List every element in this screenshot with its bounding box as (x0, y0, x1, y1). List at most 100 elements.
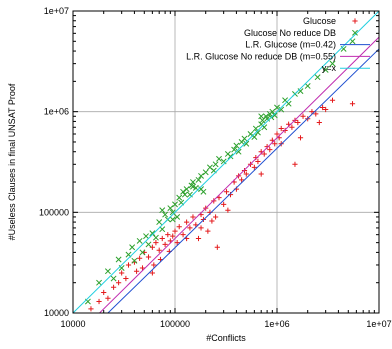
glucose-point (151, 262, 157, 268)
glucose-no-reduce-db-marker (159, 207, 166, 214)
glucose-marker (278, 125, 284, 132)
glucose-point (172, 228, 178, 234)
x-axis-label: #Conflicts (206, 333, 246, 343)
glucose-no-reduce-db-marker (172, 201, 178, 208)
glucose-marker (184, 219, 190, 225)
glucose-point (149, 270, 155, 276)
glucose-no-reduce-db-point (159, 207, 166, 214)
glucose-no-reduce-db-marker (183, 186, 190, 193)
x-tick-label: 1e+06 (264, 319, 289, 329)
x-tick-label: 100000 (160, 319, 190, 329)
glucose-marker (292, 161, 298, 167)
glucose-no-reduce-db-marker (104, 268, 111, 275)
glucose-no-reduce-db-marker (258, 113, 265, 120)
glucose-no-reduce-db-marker (159, 226, 166, 233)
glucose-point (110, 284, 117, 290)
glucose-marker (212, 214, 219, 220)
glucose-point (137, 255, 143, 261)
glucose-point (162, 241, 168, 248)
glucose-point (153, 240, 159, 246)
glucose-no-reduce-db-point (198, 186, 204, 193)
glucose-marker (119, 270, 125, 276)
glucose-marker (267, 146, 273, 153)
glucose-point (193, 222, 199, 228)
glucose-no-reduce-db-marker (169, 216, 176, 223)
glucose-no-reduce-db-marker (152, 234, 159, 241)
glucose-no-reduce-db-point (216, 155, 222, 162)
glucose-marker (159, 235, 165, 242)
glucose-no-reduce-db-point (349, 38, 356, 45)
axis-ticks: 10000 100000 1e+06 1e+07 10000 100000 1e+06 1e+… (39, 6, 392, 329)
glucose-point (133, 268, 140, 274)
glucose-no-reduce-db-marker (174, 213, 181, 220)
glucose-no-reduce-db-point (235, 148, 242, 155)
glucose-no-reduce-db-marker (149, 230, 156, 237)
legend-label: Glucose (303, 16, 336, 26)
glucose-no-reduce-db-point (181, 191, 188, 198)
glucose-no-reduce-db-marker (131, 257, 138, 264)
y-tick-label: 10000 (44, 308, 69, 318)
glucose-no-reduce-db-marker (227, 153, 234, 160)
glucose-no-reduce-db-point (329, 60, 336, 67)
glucose-no-reduce-db-point (152, 234, 159, 241)
glucose-no-reduce-db-point (274, 104, 280, 111)
glucose-marker (227, 192, 234, 198)
glucose-marker (187, 225, 193, 231)
glucose-no-reduce-db-marker (96, 279, 102, 286)
glucose-no-reduce-db-marker (110, 275, 117, 282)
legend-label: y=x (322, 63, 337, 73)
glucose-marker (300, 113, 306, 119)
glucose-marker (174, 240, 180, 246)
glucose-no-reduce-db-point (172, 201, 178, 208)
glucose-no-reduce-db-point (231, 146, 238, 153)
glucose-no-reduce-db-point (149, 230, 156, 237)
glucose-no-reduce-db-point (264, 115, 271, 122)
glucose-marker (225, 207, 231, 213)
glucose-no-reduce-db-marker (129, 244, 136, 251)
y-tick-label: 100000 (39, 207, 69, 217)
glucose-no-reduce-db-point (167, 205, 174, 212)
glucose-no-reduce-db-point (129, 244, 136, 251)
glucose-point (159, 235, 165, 242)
glucose-point (170, 233, 176, 239)
glucose-marker (180, 232, 186, 238)
glucose-no-reduce-db-marker (269, 108, 276, 115)
glucose-point (156, 247, 162, 253)
glucose-no-reduce-db-marker (216, 155, 222, 162)
glucose-marker (149, 270, 155, 276)
glucose-no-reduce-db-point (269, 108, 276, 115)
glucose-marker (88, 306, 94, 312)
glucose-marker (149, 244, 155, 250)
glucose-point (187, 225, 193, 231)
glucose-marker (145, 254, 152, 260)
glucose-no-reduce-db-point (190, 183, 196, 190)
glucose-no-reduce-db-point (169, 216, 176, 223)
glucose-no-reduce-db-point (227, 153, 234, 160)
glucose-point (209, 218, 215, 224)
glucose-no-reduce-db-point (212, 161, 219, 168)
glucose-no-reduce-db-marker (233, 142, 240, 149)
glucose-marker (223, 189, 230, 195)
glucose-no-reduce-db-marker (176, 194, 183, 201)
glucose-point (149, 244, 155, 250)
glucose-point (214, 244, 220, 250)
glucose-point (349, 101, 356, 107)
glucose-no-reduce-db-marker (190, 183, 196, 190)
y-x-line (73, 11, 379, 313)
glucose-no-reduce-db-marker (254, 129, 261, 136)
glucose-marker (320, 104, 326, 111)
glucose-marker (239, 177, 245, 183)
glucose-point (174, 240, 180, 246)
plot-frame (72, 10, 380, 314)
glucose-marker (209, 218, 215, 224)
glucose-marker (264, 143, 270, 150)
glucose-point (225, 207, 231, 213)
glucose-point (292, 161, 298, 167)
glucose-marker (151, 262, 157, 268)
glucose-no-reduce-db-point (243, 140, 250, 147)
glucose-point (101, 289, 107, 296)
glucose-point (205, 228, 211, 234)
glucose-point (139, 265, 146, 271)
glucose-no-reduce-db-point (233, 142, 240, 149)
glucose-no-reduce-db-marker (297, 88, 304, 95)
